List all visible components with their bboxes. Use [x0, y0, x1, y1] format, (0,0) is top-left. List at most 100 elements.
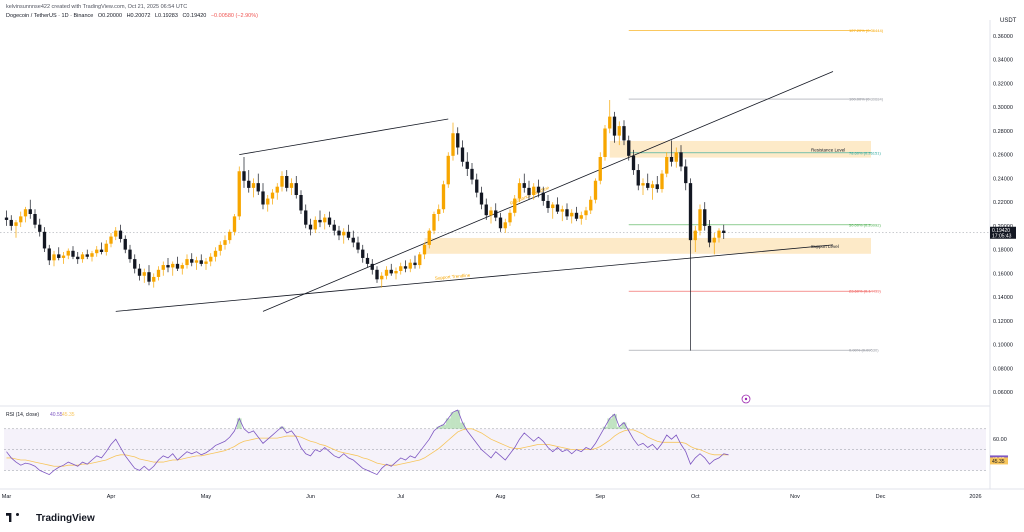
candle-body	[489, 210, 493, 216]
candle-body	[660, 173, 664, 190]
candle-body	[617, 126, 621, 136]
candle-body	[90, 253, 94, 257]
candle-body	[76, 256, 80, 260]
event-marker-dot	[744, 397, 748, 401]
candle-body	[384, 269, 389, 276]
y-tick-label: 0.18000	[993, 248, 1013, 254]
ohlc-low: L0.19283	[154, 13, 178, 19]
candle-body	[185, 259, 189, 266]
candle-body	[365, 257, 370, 264]
fib-level-label: 100.00% (0.30684)	[849, 97, 884, 102]
candle-body	[128, 249, 132, 260]
rsi-value-inline: 40.55	[50, 412, 63, 418]
candle-body	[175, 263, 180, 269]
rsi-overbought-fill	[602, 426, 608, 429]
candle-body	[304, 210, 308, 225]
candle-body	[285, 176, 289, 188]
candle-body	[570, 212, 574, 217]
candle-body	[470, 168, 474, 180]
rsi-ma-line	[6, 428, 729, 467]
candle-body	[413, 262, 417, 266]
fib-level-label: 78.60% (0.26151)	[849, 150, 881, 155]
y-tick-label: 0.36000	[993, 34, 1013, 40]
candle-body	[612, 116, 617, 136]
y-tick-label: 0.34000	[993, 58, 1013, 64]
rsi-overbought-fill	[455, 410, 461, 429]
candle-body	[655, 184, 659, 190]
x-tick-label: Nov	[790, 494, 800, 500]
ohlc-high: H0.20072	[126, 13, 151, 19]
candle-body	[318, 219, 322, 223]
rsi-title: RSI (14, close)	[6, 412, 39, 418]
candle-body	[232, 216, 237, 232]
rsi-overbought-fill	[436, 426, 442, 429]
candle-body	[579, 215, 583, 219]
candle-body	[256, 183, 260, 192]
candle-body	[71, 250, 75, 257]
rsi-overbought-fill	[621, 422, 627, 429]
candle-body	[323, 217, 327, 223]
candle-body	[627, 140, 631, 156]
rsi-tick-label: 60.00	[993, 437, 1007, 443]
candle-body	[593, 180, 598, 200]
candle-body	[213, 250, 218, 257]
candle-body	[147, 272, 151, 282]
candle-body	[242, 171, 246, 181]
event-marker-icon	[741, 394, 751, 404]
y-tick-label: 0.06000	[993, 390, 1013, 396]
ohlc-change: −0.00580 (−2.90%)	[210, 13, 258, 19]
candle-body	[674, 152, 678, 162]
candle-body	[346, 231, 351, 238]
rsi-overbought-fill	[236, 418, 242, 429]
candle-body	[679, 152, 683, 167]
y-tick-label: 0.24000	[993, 176, 1013, 182]
candle-body	[327, 217, 332, 225]
candle-body	[555, 204, 560, 212]
candle-body	[294, 183, 298, 195]
candle-body	[142, 272, 146, 276]
candle-body	[399, 266, 403, 271]
rsi-ma-inline: 45.35	[62, 412, 75, 418]
candle-body	[223, 240, 227, 245]
candle-body	[688, 183, 693, 241]
rsi-overbought-fill	[616, 426, 622, 429]
candle-body	[47, 248, 51, 261]
candle-body	[465, 161, 469, 169]
tradingview-logo[interactable]: TradingView	[6, 513, 95, 524]
trendline	[115, 244, 834, 312]
candle-body	[194, 260, 199, 263]
candle-body	[503, 222, 507, 229]
zone-label: Support Level	[811, 244, 839, 249]
rsi-ma-tag	[990, 457, 1008, 465]
candle-body	[603, 128, 607, 157]
candle-body	[180, 265, 184, 269]
candle-body	[275, 186, 279, 193]
rsi-overbought-fill	[607, 418, 613, 429]
candle-body	[351, 237, 355, 243]
candle-body	[156, 269, 161, 277]
fib-level-label: 23.60% (0.14499)	[849, 289, 881, 294]
x-tick-label: Jul	[397, 494, 404, 500]
candle-body	[498, 217, 503, 229]
candle-body	[228, 231, 232, 241]
rsi-ma-label: 45.35	[992, 459, 1005, 465]
candle-body	[14, 222, 18, 226]
candle-body	[85, 254, 89, 257]
ohlc-open: O0.20000	[97, 13, 123, 19]
x-tick-label: Aug	[496, 494, 506, 500]
symbol-name[interactable]: Dogecoin / TetherUS · 1D · Binance	[6, 13, 94, 19]
candle-body	[460, 147, 465, 162]
candle-body	[361, 249, 365, 258]
y-tick-label: 0.28000	[993, 129, 1013, 135]
candle-body	[517, 183, 522, 199]
candle-body	[551, 204, 555, 209]
candle-body	[289, 183, 294, 188]
y-tick-label: 0.08000	[993, 366, 1013, 372]
candle-body	[451, 133, 455, 156]
candle-body	[536, 186, 541, 193]
x-tick-label: Dec	[876, 494, 886, 500]
price-pane: Resistance Level Support Level 127.20% (0.…	[0, 28, 990, 404]
candle-body	[631, 155, 636, 171]
candle-body	[266, 198, 270, 205]
